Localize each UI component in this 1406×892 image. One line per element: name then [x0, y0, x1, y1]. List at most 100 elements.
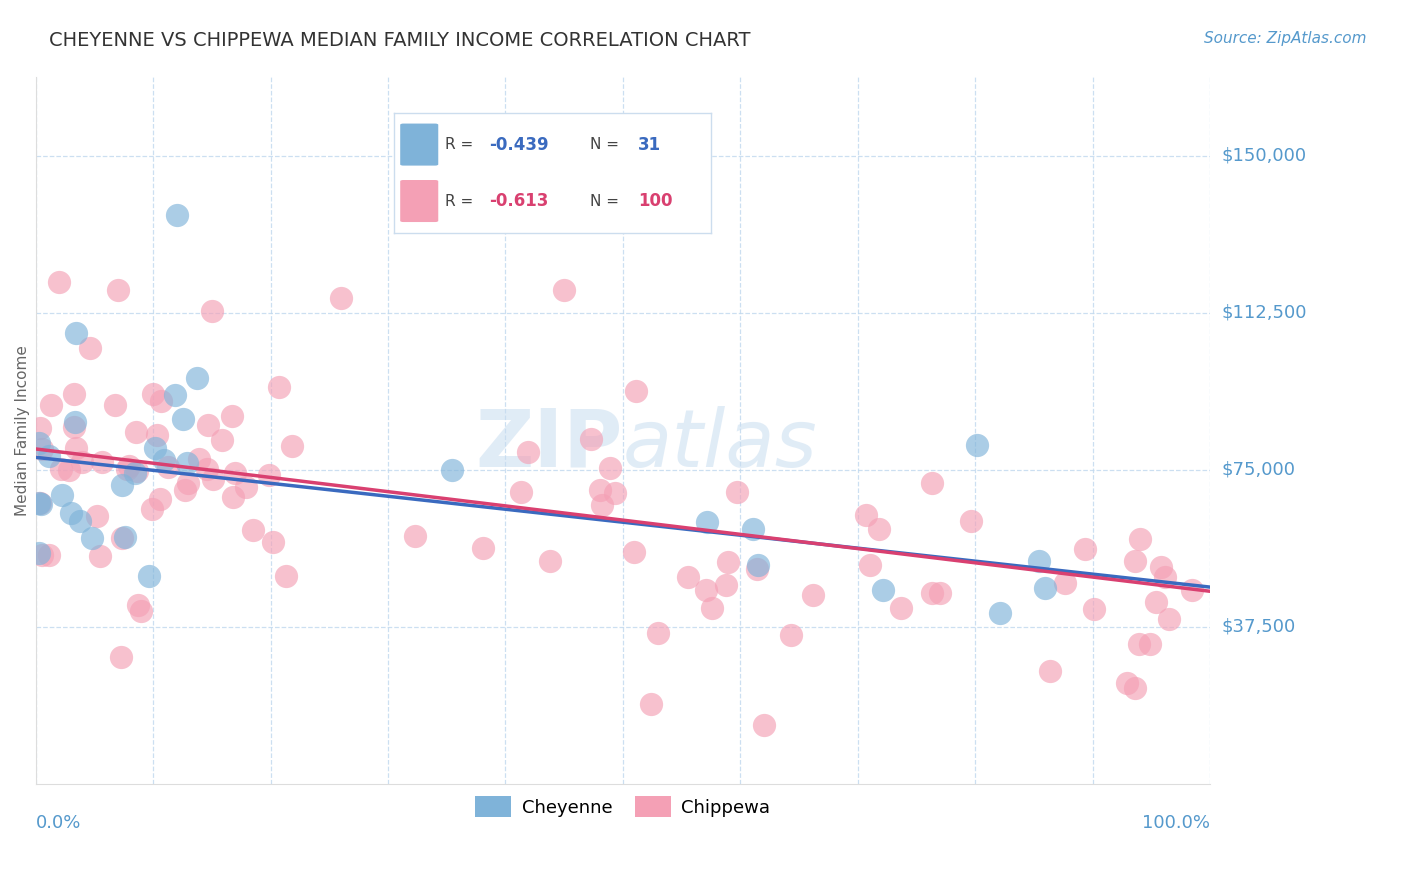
Point — [173, 483, 195, 497]
Point — [267, 379, 290, 393]
Point — [1128, 637, 1150, 651]
Text: 100.0%: 100.0% — [1142, 814, 1211, 832]
Point — [124, 466, 146, 480]
Point — [31, 548, 53, 562]
Point — [114, 530, 136, 544]
Point — [197, 418, 219, 433]
Point — [142, 387, 165, 401]
Point — [440, 463, 463, 477]
Point — [149, 393, 172, 408]
Point — [91, 455, 114, 469]
Point — [589, 483, 612, 498]
Point — [257, 467, 280, 482]
Point — [1115, 675, 1137, 690]
Point — [107, 283, 129, 297]
Point — [110, 650, 132, 665]
Point — [86, 509, 108, 524]
Point — [959, 515, 981, 529]
Point — [186, 371, 208, 385]
Point — [780, 628, 803, 642]
Point — [89, 549, 111, 564]
Point — [274, 569, 297, 583]
Point — [118, 458, 141, 473]
Point — [63, 387, 86, 401]
Point — [211, 433, 233, 447]
Point — [60, 507, 83, 521]
Point — [725, 485, 748, 500]
Point — [111, 478, 134, 492]
Point — [1157, 612, 1180, 626]
Point — [921, 585, 943, 599]
Point — [153, 453, 176, 467]
Point — [127, 464, 149, 478]
Point — [1139, 637, 1161, 651]
Point — [70, 455, 93, 469]
Text: atlas: atlas — [623, 406, 818, 483]
Point — [868, 522, 890, 536]
Point — [141, 501, 163, 516]
Point — [262, 535, 284, 549]
Point — [801, 588, 824, 602]
Point — [138, 569, 160, 583]
Point — [404, 529, 426, 543]
Point — [166, 208, 188, 222]
Point — [235, 480, 257, 494]
Point — [472, 541, 495, 555]
Point — [242, 523, 264, 537]
Point — [700, 601, 723, 615]
Point — [58, 463, 80, 477]
Point — [27, 496, 49, 510]
Text: $37,500: $37,500 — [1222, 618, 1295, 636]
Point — [127, 598, 149, 612]
Point — [111, 532, 134, 546]
Point — [538, 553, 561, 567]
Point — [115, 461, 138, 475]
Text: CHEYENNE VS CHIPPEWA MEDIAN FAMILY INCOME CORRELATION CHART: CHEYENNE VS CHIPPEWA MEDIAN FAMILY INCOM… — [49, 31, 751, 50]
Point — [855, 508, 877, 522]
Point — [222, 490, 245, 504]
Point — [717, 555, 740, 569]
Point — [1181, 582, 1204, 597]
Point — [1123, 554, 1146, 568]
Point — [163, 388, 186, 402]
Point — [1150, 560, 1173, 574]
Point — [516, 445, 538, 459]
Point — [51, 487, 73, 501]
Point — [929, 586, 952, 600]
Point — [599, 461, 621, 475]
Point — [716, 578, 738, 592]
Point — [281, 439, 304, 453]
Point — [330, 291, 353, 305]
Point — [890, 601, 912, 615]
Point — [80, 531, 103, 545]
Point — [65, 415, 87, 429]
Point — [676, 570, 699, 584]
Point — [1144, 595, 1167, 609]
Text: ZIP: ZIP — [475, 406, 623, 483]
Point — [966, 438, 988, 452]
Point — [49, 461, 72, 475]
Point — [1039, 664, 1062, 678]
Point — [39, 398, 62, 412]
Point — [195, 462, 218, 476]
Point — [30, 421, 52, 435]
Point — [859, 558, 882, 572]
Point — [30, 496, 52, 510]
Point — [28, 436, 51, 450]
Text: $112,500: $112,500 — [1222, 304, 1306, 322]
Point — [103, 398, 125, 412]
Point — [176, 456, 198, 470]
Point — [741, 522, 763, 536]
Point — [149, 491, 172, 506]
Point — [172, 412, 194, 426]
Point — [640, 697, 662, 711]
Point — [647, 626, 669, 640]
Point — [696, 515, 718, 529]
Point — [872, 583, 894, 598]
Point — [591, 498, 613, 512]
Point — [30, 498, 52, 512]
Point — [695, 582, 717, 597]
Point — [1033, 581, 1056, 595]
Point — [553, 283, 575, 297]
Point — [623, 545, 645, 559]
